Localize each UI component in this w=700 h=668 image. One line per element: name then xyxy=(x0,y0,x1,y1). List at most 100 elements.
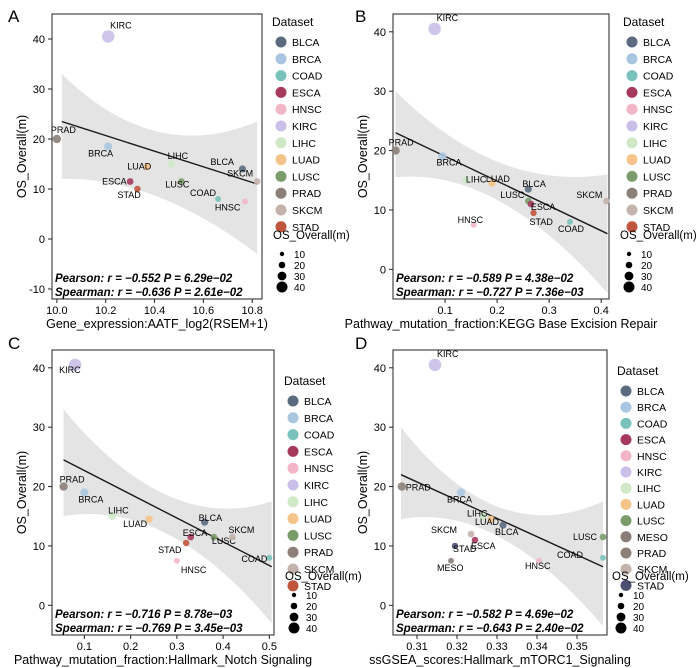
point-luad xyxy=(145,515,153,523)
size-legend-label: 40 xyxy=(294,283,306,294)
point-label: LIHC xyxy=(108,505,129,515)
point-label: SKCM xyxy=(228,525,254,535)
x-tick-label: 0.2 xyxy=(489,305,504,317)
legend-label: LUSC xyxy=(292,171,320,183)
y-axis-label: OS_Overall(m) xyxy=(356,451,370,534)
size-legend-label: 20 xyxy=(633,602,645,613)
point-label: SKCM xyxy=(227,169,253,179)
axes-frame xyxy=(392,349,608,636)
x-tick-label: 0.31 xyxy=(406,641,427,653)
legend-label: PRAD xyxy=(304,547,334,559)
size-legend-dot xyxy=(278,261,286,269)
legend: Dataset BLCA BRCA COAD ESCA HNSC KIRC LIHC LUAD L… xyxy=(284,374,335,593)
legend-label: BRCA xyxy=(637,402,666,414)
legend-swatch-brca xyxy=(620,401,632,413)
point-brca xyxy=(438,152,447,161)
legend-title: Dataset xyxy=(272,15,314,29)
legend-label: COAD xyxy=(637,418,668,430)
legend-label: LUAD xyxy=(637,499,665,511)
legend-swatch-coad xyxy=(275,70,287,82)
y-tick-label: 40 xyxy=(33,34,45,46)
point-label: SKCM xyxy=(431,525,457,535)
legend-label: STAD xyxy=(292,222,320,234)
confidence-band xyxy=(63,409,272,624)
point-label: LUSC xyxy=(500,190,525,200)
point-label: COAD xyxy=(557,550,584,560)
legend-label: SKCM xyxy=(304,564,334,576)
panel-tag: A xyxy=(8,7,20,26)
point-label: LUSC xyxy=(573,532,598,542)
legend-label: ESCA xyxy=(643,87,672,99)
size-legend-label: 30 xyxy=(633,613,645,624)
legend-swatch-lusc xyxy=(287,529,299,541)
point-label: BRCA xyxy=(78,495,103,505)
regression-line xyxy=(400,474,604,568)
legend-label: COAD xyxy=(643,71,674,83)
point-prad xyxy=(391,146,400,155)
point-label: COAD xyxy=(558,224,585,234)
point-esca xyxy=(126,178,134,185)
legend-label: ESCA xyxy=(637,435,666,447)
size-legend-label: 20 xyxy=(294,261,306,272)
point-label: PRAD xyxy=(406,483,432,493)
regression-line xyxy=(63,459,273,568)
point-lihc xyxy=(479,512,487,520)
size-legend-label: 10 xyxy=(306,591,318,602)
legend-swatch-lusc xyxy=(620,515,632,527)
regression-line xyxy=(395,132,608,235)
point-label: STAD xyxy=(530,217,554,227)
point-lusc xyxy=(210,533,218,541)
legend-swatch-skcm xyxy=(275,204,287,216)
point-coad xyxy=(566,218,573,225)
y-tick-label: 10 xyxy=(33,184,45,196)
size-legend-dot xyxy=(277,271,287,281)
point-kirc xyxy=(68,358,82,372)
point-lusc xyxy=(178,178,185,185)
legend-swatch-lusc xyxy=(275,170,287,182)
point-label: BLCA xyxy=(210,157,234,167)
panel-tag: B xyxy=(355,7,366,26)
legend-label: SKCM xyxy=(643,205,673,217)
point-stad xyxy=(182,539,190,547)
point-label: BRCA xyxy=(436,158,461,168)
legend-swatch-stad xyxy=(620,579,632,591)
legend-swatch-coad xyxy=(287,429,299,441)
x-tick-label: 0.35 xyxy=(566,641,587,653)
legend-label: PRAD xyxy=(292,188,322,200)
legend-swatch-skcm xyxy=(620,563,632,575)
legend-label: HNSC xyxy=(304,463,334,475)
legend-label: KIRC xyxy=(292,121,318,133)
size-legend-label: 30 xyxy=(306,613,318,624)
legend-swatch-coad xyxy=(626,70,638,82)
legend-swatch-lihc xyxy=(287,496,299,508)
y-axis-label: OS_Overall(m) xyxy=(356,115,370,198)
legend-swatch-blca xyxy=(626,36,638,48)
point-coad xyxy=(266,554,273,561)
legend-swatch-brca xyxy=(275,53,287,65)
point-lihc xyxy=(462,176,470,184)
y-tick-label: 40 xyxy=(374,27,386,39)
point-blca xyxy=(238,165,247,173)
point-prad xyxy=(59,482,68,491)
point-meso xyxy=(448,557,454,564)
x-axis-label: Gene_expression:AATF_log2(RSEM+1) xyxy=(46,317,268,331)
legend-swatch-blca xyxy=(275,36,287,48)
legend-swatch-blca xyxy=(287,395,299,407)
legend-swatch-prad xyxy=(275,187,287,199)
legend-swatch-hnsc xyxy=(275,103,287,115)
x-axis-label: Pathway_mutation_fraction:KEGG Base Exci… xyxy=(345,317,658,331)
y-tick-label: 30 xyxy=(33,84,45,96)
legend-swatch-luad xyxy=(287,513,299,525)
size-legend-dot xyxy=(276,281,288,293)
point-esca xyxy=(471,536,479,544)
size-legend-title: OS_Overall(m) xyxy=(612,571,689,583)
legend-label: HNSC xyxy=(643,104,673,116)
axes-frame xyxy=(51,13,263,300)
x-tick-label: 0.1 xyxy=(77,641,92,653)
point-brca xyxy=(80,488,89,497)
x-tick-label: 0.2 xyxy=(123,641,138,653)
point-label: COAD xyxy=(241,554,268,564)
legend-swatch-lusc xyxy=(626,170,638,182)
point-label: KIRC xyxy=(110,21,132,31)
